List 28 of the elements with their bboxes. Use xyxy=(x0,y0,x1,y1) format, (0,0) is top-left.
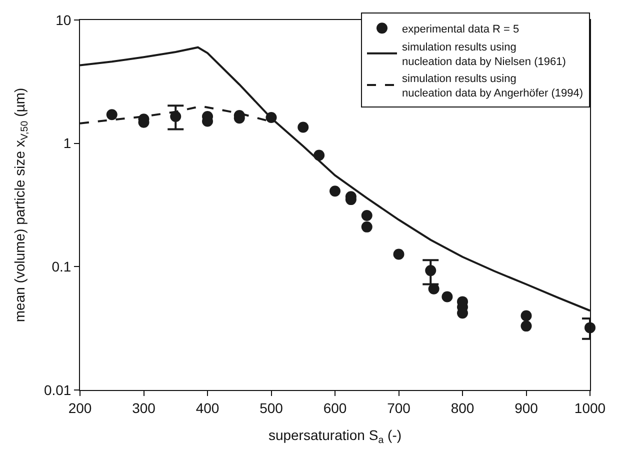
legend-label: experimental data R = 5 xyxy=(402,23,520,36)
x-tick-label: 500 xyxy=(260,400,284,416)
point xyxy=(442,291,453,302)
y-tick-label: 10 xyxy=(56,12,72,28)
point xyxy=(425,265,436,276)
x-tick-label: 1000 xyxy=(574,400,606,416)
point xyxy=(520,320,532,332)
x-tick-label: 300 xyxy=(132,400,156,416)
point xyxy=(330,186,340,197)
x-tick-label: 900 xyxy=(514,400,538,416)
y-tick-label: 0.1 xyxy=(52,258,72,275)
legend-label: simulation results using nucleation data by Nielsen (1961) xyxy=(402,42,566,68)
y-tick-label: 1 xyxy=(63,135,72,152)
point xyxy=(298,122,309,133)
point xyxy=(361,210,372,221)
legend-label: simulation results using nucleation data by Angerhöfer (1994) xyxy=(402,73,584,100)
y-tick-label: 0.01 xyxy=(44,382,72,398)
point xyxy=(520,310,532,322)
point xyxy=(428,283,440,294)
x-tick-label: 600 xyxy=(323,400,347,416)
x-tick-label: 200 xyxy=(68,400,92,416)
x-tick-label: 700 xyxy=(387,400,411,416)
x-tick-label: 400 xyxy=(196,400,220,416)
point xyxy=(106,109,118,120)
point xyxy=(393,248,404,260)
x-axis-title: supersaturation S$_{a}$ (-) xyxy=(268,427,402,446)
x-tick-label: 800 xyxy=(450,400,474,416)
point xyxy=(361,221,372,232)
